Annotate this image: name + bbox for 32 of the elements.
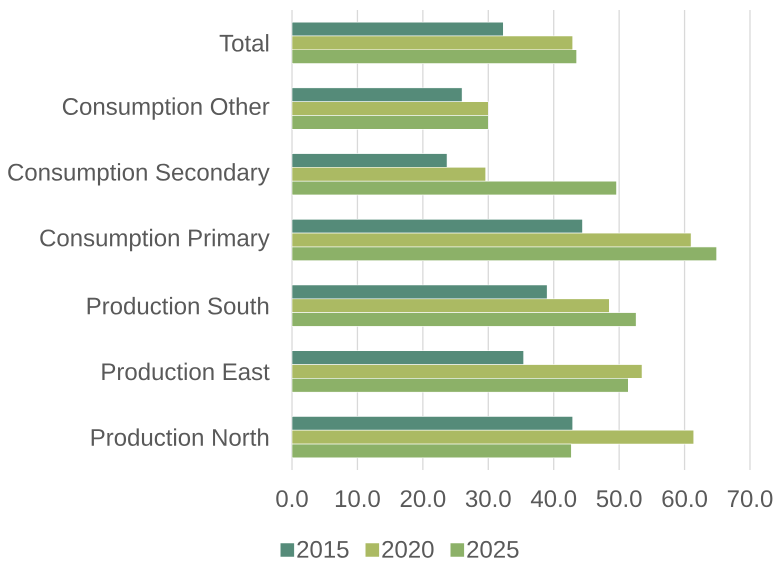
x-tick-label: 60.0 xyxy=(662,490,707,508)
x-tick-label: 30.0 xyxy=(466,490,511,508)
y-tick-label: Total xyxy=(220,34,268,52)
x-tick-label: 40.0 xyxy=(530,490,576,508)
bar xyxy=(292,218,583,234)
bar xyxy=(292,153,448,168)
y-tick-label: Consumption Primary xyxy=(40,228,270,252)
bar xyxy=(292,350,524,365)
bar xyxy=(292,22,504,36)
legend-label: 2025 xyxy=(467,540,518,558)
x-tick-label: 10.0 xyxy=(336,490,380,508)
x-tick-label: 70.0 xyxy=(728,490,772,508)
x-tick-label: 0.0 xyxy=(276,490,308,508)
x-tick-label: 20.0 xyxy=(400,490,446,508)
y-tick-label: Production East xyxy=(102,362,270,380)
bar xyxy=(292,246,717,261)
bar xyxy=(292,115,489,130)
legend-label: 2015 xyxy=(297,540,348,558)
bar xyxy=(292,378,629,392)
y-tick-label: Production North xyxy=(92,428,268,446)
y-tick-label: Consumption Other xyxy=(62,97,270,120)
bar xyxy=(292,312,636,327)
x-tick-label: 50.0 xyxy=(596,490,642,508)
bar xyxy=(292,180,617,196)
bar xyxy=(292,284,548,300)
bar xyxy=(292,49,577,64)
bar xyxy=(292,88,462,102)
bar xyxy=(292,444,572,458)
bar xyxy=(292,416,573,431)
y-tick-label: Consumption Secondary xyxy=(8,163,270,186)
legend-label: 2020 xyxy=(382,540,434,558)
y-tick-label: Production South xyxy=(88,296,268,315)
